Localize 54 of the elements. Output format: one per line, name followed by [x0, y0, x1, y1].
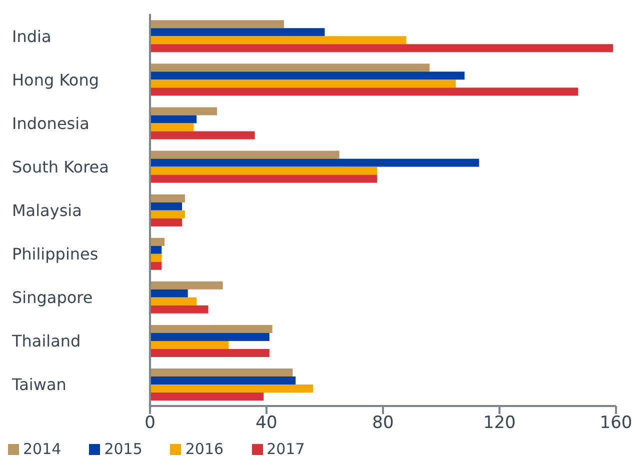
- x-tick-label: 160: [600, 413, 632, 434]
- bar: [150, 384, 314, 393]
- bar: [150, 297, 197, 306]
- legend-label: 2015: [104, 440, 142, 458]
- bar: [150, 123, 194, 132]
- bar: [150, 238, 165, 246]
- bar: [150, 254, 162, 262]
- legend-label: 2014: [23, 440, 62, 458]
- bar: [150, 246, 162, 254]
- y-tick-label: Hong Kong: [12, 70, 99, 90]
- bar: [150, 262, 162, 270]
- y-tick-label: Singapore: [12, 288, 93, 308]
- bar: [150, 80, 456, 88]
- bar: [150, 392, 264, 401]
- bar: [150, 64, 430, 72]
- bar: [150, 340, 229, 349]
- bar: [150, 281, 223, 290]
- y-tick-label: South Korea: [12, 157, 109, 176]
- bar: [150, 107, 217, 116]
- bar: [150, 368, 293, 377]
- bar: [150, 194, 185, 202]
- bar: [150, 158, 480, 167]
- y-tick-label: India: [12, 26, 52, 46]
- bar: [150, 218, 182, 226]
- bar: [150, 376, 296, 385]
- y-tick-label: Taiwan: [11, 375, 66, 394]
- bar: [150, 150, 340, 159]
- x-tick-label: 0: [144, 413, 156, 434]
- bar: [150, 202, 182, 210]
- bar: [150, 166, 378, 175]
- bar: [150, 174, 378, 183]
- legend-label: 2016: [185, 440, 224, 458]
- y-tick-label: Malaysia: [12, 201, 82, 220]
- x-tick-label: 120: [483, 413, 516, 434]
- bar: [150, 332, 270, 341]
- bar: [150, 44, 614, 52]
- y-tick-label: Philippines: [12, 244, 98, 264]
- bar: [150, 72, 465, 80]
- bar: [150, 28, 325, 36]
- y-tick-label: Thailand: [11, 332, 81, 351]
- legend-label: 2017: [266, 440, 305, 458]
- bar: [150, 305, 208, 314]
- bar: [150, 131, 255, 140]
- bar: [150, 115, 197, 124]
- y-tick-label: Indonesia: [12, 114, 90, 133]
- bar: [150, 20, 284, 28]
- bar: [150, 289, 188, 298]
- bar: [150, 88, 578, 96]
- bar: [150, 324, 272, 333]
- bar: [150, 348, 270, 357]
- bar: [150, 36, 406, 44]
- x-tick-label: 80: [372, 413, 394, 434]
- bar: [150, 210, 185, 218]
- x-tick-label: 40: [256, 413, 278, 434]
